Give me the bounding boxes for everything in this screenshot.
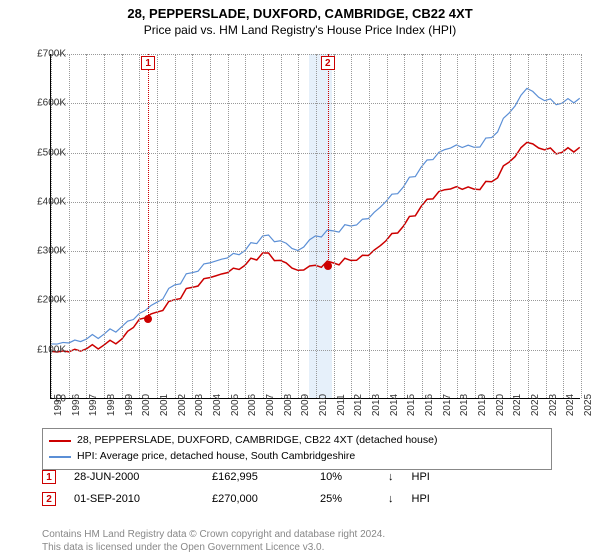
legend: 28, PEPPERSLADE, DUXFORD, CAMBRIDGE, CB2… xyxy=(42,428,552,470)
down-arrow-icon: ↓ xyxy=(388,471,394,483)
x-axis-label: 2010 xyxy=(318,394,329,416)
x-axis-label: 2002 xyxy=(177,394,188,416)
sale-price: £162,995 xyxy=(212,471,302,483)
legend-item: 28, PEPPERSLADE, DUXFORD, CAMBRIDGE, CB2… xyxy=(49,433,545,449)
y-axis-label: £600K xyxy=(37,98,66,109)
x-axis-label: 2024 xyxy=(565,394,576,416)
sale-pct: 25% xyxy=(320,493,370,505)
y-axis-label: £400K xyxy=(37,196,66,207)
x-axis-label: 2015 xyxy=(406,394,417,416)
y-axis-label: £700K xyxy=(37,49,66,60)
x-axis-label: 2020 xyxy=(495,394,506,416)
legend-swatch xyxy=(49,440,71,442)
x-axis-label: 2003 xyxy=(194,394,205,416)
x-axis-label: 2021 xyxy=(512,394,523,416)
sale-dot xyxy=(144,315,152,323)
x-axis-label: 2011 xyxy=(336,394,347,416)
x-axis-label: 2019 xyxy=(477,394,488,416)
sale-pct: 10% xyxy=(320,471,370,483)
sale-suffix: HPI xyxy=(412,471,430,483)
y-axis-label: £300K xyxy=(37,246,66,257)
chart-subtitle: Price paid vs. HM Land Registry's House … xyxy=(0,23,600,37)
x-axis-label: 2012 xyxy=(353,394,364,416)
x-axis-label: 2022 xyxy=(530,394,541,416)
x-axis-label: 2014 xyxy=(389,394,400,416)
x-axis-label: 2013 xyxy=(371,394,382,416)
sale-date: 28-JUN-2000 xyxy=(74,471,194,483)
x-axis-label: 2016 xyxy=(424,394,435,416)
sales-table: 1 28-JUN-2000 £162,995 10% ↓ HPI 2 01-SE… xyxy=(42,466,430,510)
sale-marker-box: 2 xyxy=(42,492,56,506)
down-arrow-icon: ↓ xyxy=(388,493,394,505)
x-axis-label: 2000 xyxy=(141,394,152,416)
legend-swatch xyxy=(49,456,71,458)
legend-label: HPI: Average price, detached house, Sout… xyxy=(77,449,355,465)
x-axis-label: 1999 xyxy=(124,394,135,416)
x-axis-label: 1997 xyxy=(88,394,99,416)
sale-dot xyxy=(324,262,332,270)
footer-attribution: Contains HM Land Registry data © Crown c… xyxy=(42,528,385,554)
chart-marker-box: 2 xyxy=(321,56,335,70)
x-axis-label: 2025 xyxy=(583,394,594,416)
x-axis-label: 2001 xyxy=(159,394,170,416)
y-axis-label: £100K xyxy=(37,344,66,355)
footer-line: This data is licensed under the Open Gov… xyxy=(42,541,385,554)
sale-marker-box: 1 xyxy=(42,470,56,484)
legend-item: HPI: Average price, detached house, Sout… xyxy=(49,449,545,465)
sale-price: £270,000 xyxy=(212,493,302,505)
x-axis-label: 1998 xyxy=(106,394,117,416)
footer-line: Contains HM Land Registry data © Crown c… xyxy=(42,528,385,541)
x-axis-label: 2018 xyxy=(459,394,470,416)
chart-plot-area: 12 xyxy=(50,54,580,399)
y-axis-label: £200K xyxy=(37,295,66,306)
x-axis-label: 2006 xyxy=(247,394,258,416)
x-axis-label: 1995 xyxy=(53,394,64,416)
chart-title: 28, PEPPERSLADE, DUXFORD, CAMBRIDGE, CB2… xyxy=(0,6,600,21)
x-axis-label: 1996 xyxy=(71,394,82,416)
y-axis-label: £500K xyxy=(37,147,66,158)
x-axis-label: 2004 xyxy=(212,394,223,416)
chart-marker-box: 1 xyxy=(141,56,155,70)
x-axis-label: 2008 xyxy=(283,394,294,416)
sale-suffix: HPI xyxy=(412,493,430,505)
sale-date: 01-SEP-2010 xyxy=(74,493,194,505)
x-axis-label: 2009 xyxy=(300,394,311,416)
x-axis-label: 2007 xyxy=(265,394,276,416)
sale-row: 2 01-SEP-2010 £270,000 25% ↓ HPI xyxy=(42,488,430,510)
x-axis-label: 2005 xyxy=(230,394,241,416)
x-axis-label: 2017 xyxy=(442,394,453,416)
sale-row: 1 28-JUN-2000 £162,995 10% ↓ HPI xyxy=(42,466,430,488)
legend-label: 28, PEPPERSLADE, DUXFORD, CAMBRIDGE, CB2… xyxy=(77,433,437,449)
x-axis-label: 2023 xyxy=(548,394,559,416)
